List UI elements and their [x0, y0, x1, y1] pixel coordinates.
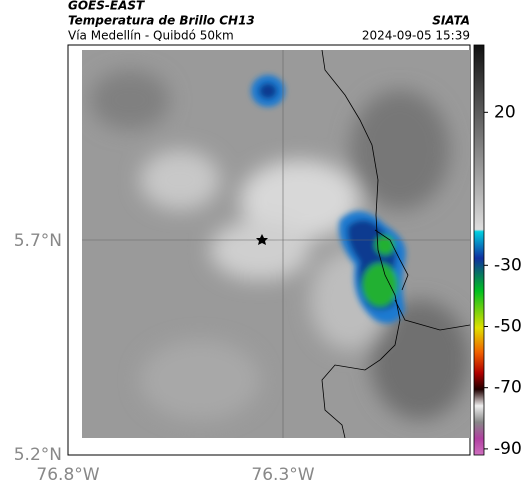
satellite-image	[82, 50, 470, 438]
lon-label: 76.8°W	[36, 465, 99, 485]
region: Vía Medellín - Quibdó 50km	[68, 29, 234, 43]
lat-label: 5.2°N	[14, 445, 62, 465]
colorbar-tick-label: 20	[494, 102, 516, 122]
colorbar-tick-label: -90	[494, 439, 522, 459]
boundary	[374, 229, 470, 331]
boundary	[321, 50, 401, 438]
colorbar-tick-label: -30	[494, 255, 522, 275]
lat-label: 5.7°N	[14, 231, 62, 251]
agency: SIATA	[432, 14, 470, 28]
timestamp: 2024-09-05 15:39	[362, 29, 470, 43]
lon-label: 76.3°W	[251, 465, 314, 485]
city-marker	[256, 234, 268, 245]
colorbar-tick-label: -70	[494, 378, 522, 398]
product: Temperatura de Brillo CH13	[68, 14, 255, 28]
colorbar-tick-label: -50	[494, 316, 522, 336]
source: GOES-EAST	[68, 0, 145, 13]
colorbar	[473, 44, 485, 456]
